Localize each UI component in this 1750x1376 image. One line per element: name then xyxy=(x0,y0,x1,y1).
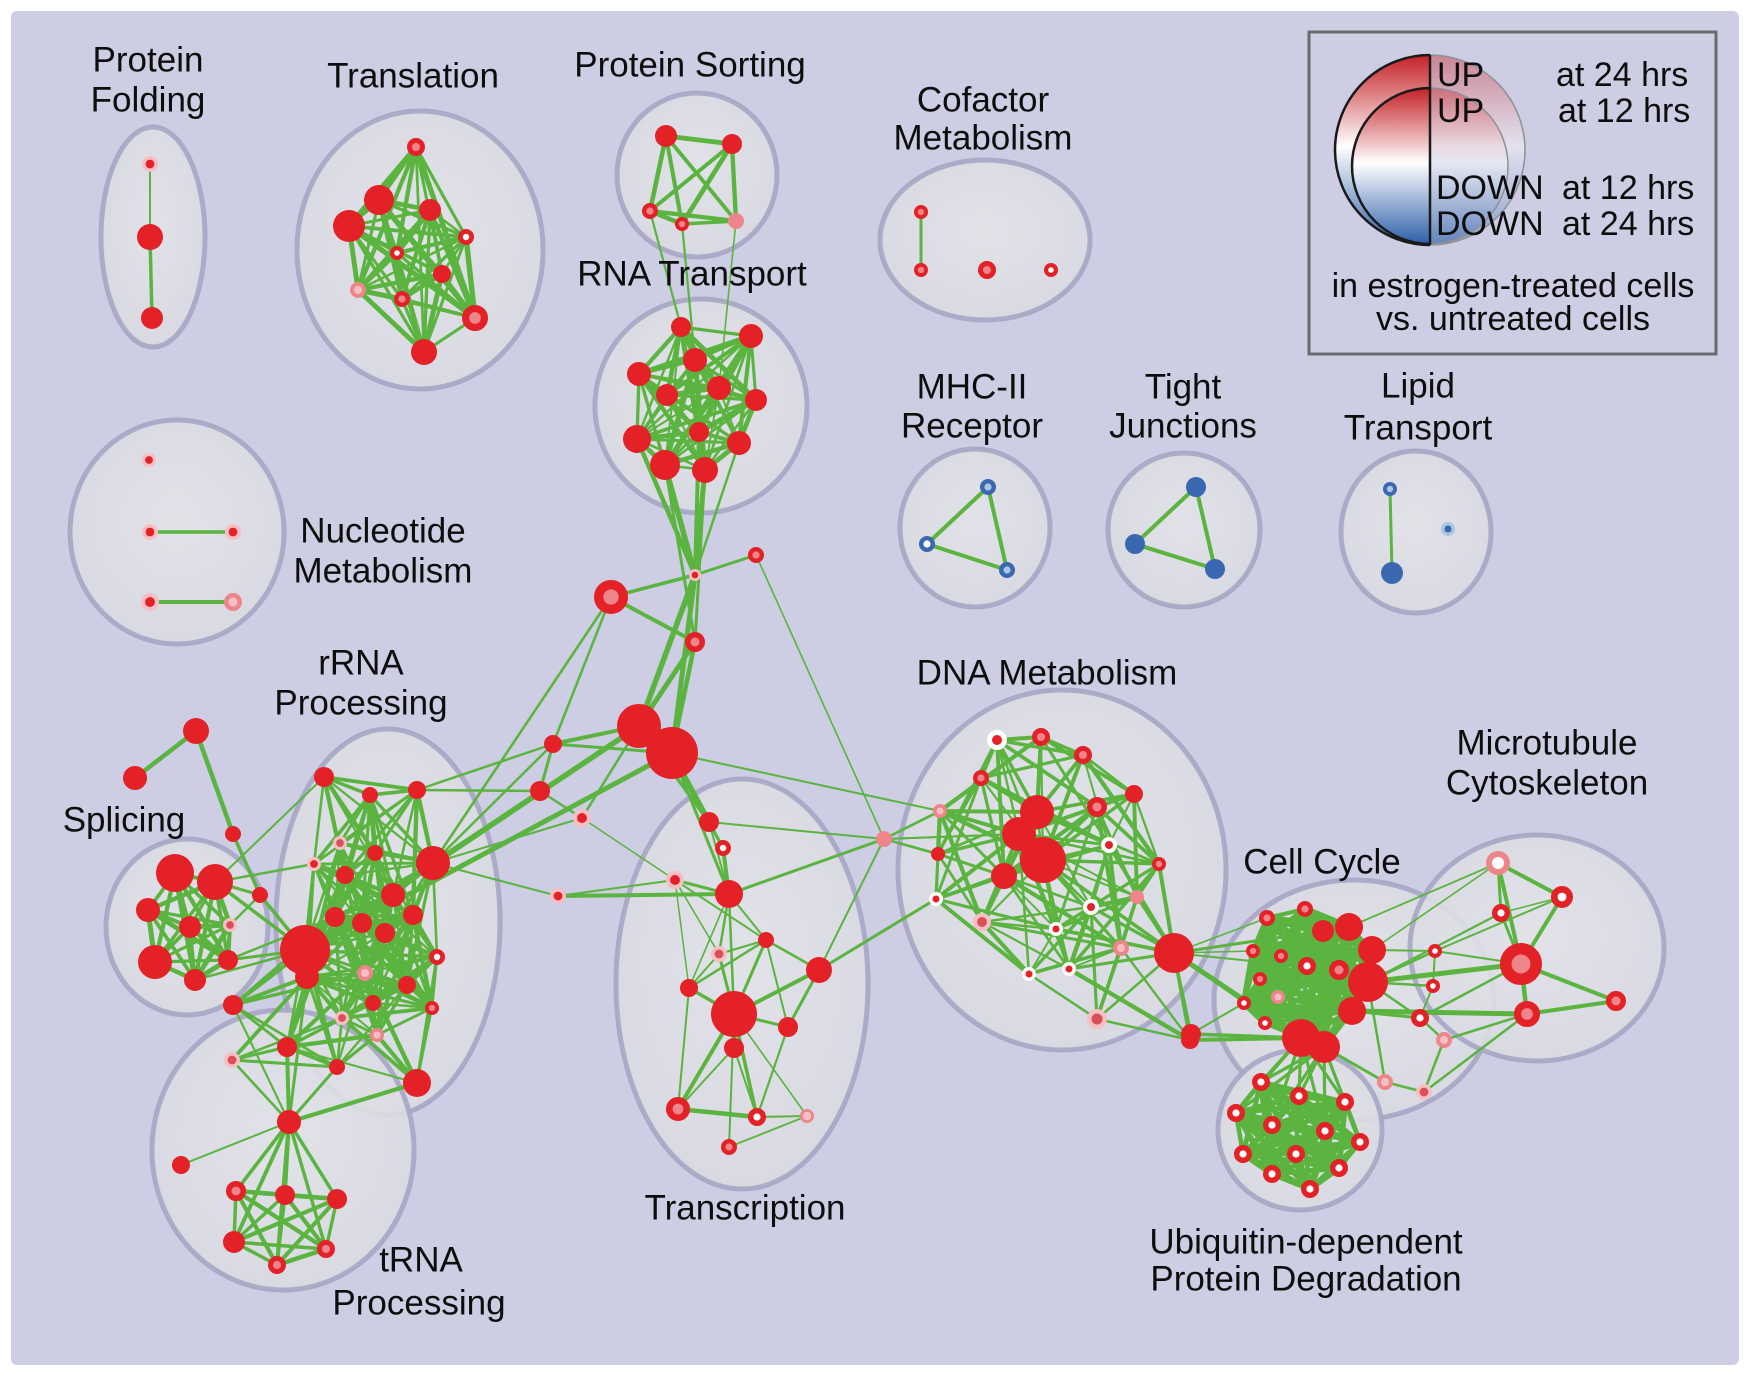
svg-text:DOWN: DOWN xyxy=(1436,169,1544,207)
svg-text:at 12 hrs: at 12 hrs xyxy=(1562,169,1694,207)
svg-text:Transport: Transport xyxy=(1344,408,1493,447)
svg-text:at 24 hrs: at 24 hrs xyxy=(1556,56,1688,94)
svg-text:vs. untreated cells: vs. untreated cells xyxy=(1376,300,1650,338)
svg-text:Ubiquitin-dependent: Ubiquitin-dependent xyxy=(1149,1222,1463,1261)
svg-text:Folding: Folding xyxy=(91,80,206,119)
svg-text:Cytoskeleton: Cytoskeleton xyxy=(1446,763,1648,802)
svg-text:Receptor: Receptor xyxy=(901,406,1043,445)
svg-text:Metabolism: Metabolism xyxy=(894,118,1073,157)
svg-text:Protein: Protein xyxy=(93,40,204,79)
svg-text:RNA Transport: RNA Transport xyxy=(577,254,807,293)
svg-text:Microtubule: Microtubule xyxy=(1457,723,1638,762)
svg-text:UP: UP xyxy=(1437,92,1484,130)
svg-text:Processing: Processing xyxy=(274,683,447,722)
svg-text:Transcription: Transcription xyxy=(645,1188,846,1227)
svg-text:Nucleotide: Nucleotide xyxy=(300,511,465,550)
svg-text:UP: UP xyxy=(1437,56,1484,94)
svg-text:DNA Metabolism: DNA Metabolism xyxy=(917,653,1178,692)
svg-text:Lipid: Lipid xyxy=(1381,366,1455,405)
svg-text:Splicing: Splicing xyxy=(63,800,186,839)
svg-text:Processing: Processing xyxy=(332,1283,505,1322)
svg-text:Cofactor: Cofactor xyxy=(917,80,1050,119)
svg-text:Protein Degradation: Protein Degradation xyxy=(1150,1259,1461,1298)
svg-text:Tight: Tight xyxy=(1145,367,1222,406)
svg-text:Metabolism: Metabolism xyxy=(294,551,473,590)
svg-text:tRNA: tRNA xyxy=(379,1240,463,1279)
svg-text:at 12 hrs: at 12 hrs xyxy=(1558,92,1690,130)
svg-text:rRNA: rRNA xyxy=(318,643,404,682)
svg-text:in estrogen-treated cells: in estrogen-treated cells xyxy=(1332,267,1695,305)
svg-text:Junctions: Junctions xyxy=(1109,406,1257,445)
svg-text:Protein Sorting: Protein Sorting xyxy=(574,45,806,84)
svg-text:Cell Cycle: Cell Cycle xyxy=(1243,842,1401,881)
svg-text:Translation: Translation xyxy=(327,56,499,95)
svg-text:MHC-II: MHC-II xyxy=(917,367,1028,406)
svg-text:at 24 hrs: at 24 hrs xyxy=(1562,205,1694,243)
svg-text:DOWN: DOWN xyxy=(1436,205,1544,243)
